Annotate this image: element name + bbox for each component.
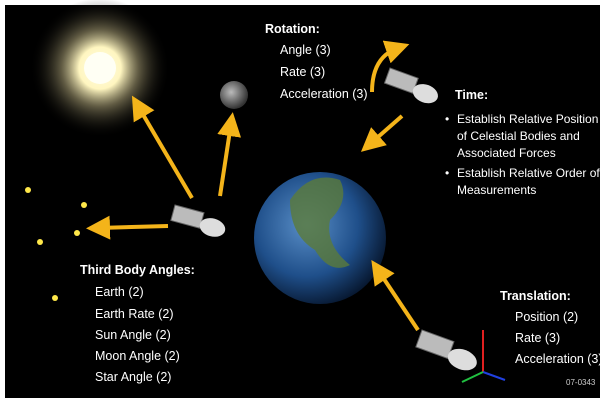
figure-id: 07-0343 (566, 378, 595, 387)
translation-title: Translation: (500, 286, 571, 307)
diagram: Rotation: Angle (3) Rate (3) Acceleratio… (0, 0, 605, 403)
rotation-item: Acceleration (3) (280, 84, 368, 105)
third-body-item: Star Angle (2) (95, 367, 171, 388)
moon (220, 81, 248, 109)
third-body-item: Sun Angle (2) (95, 325, 171, 346)
time-item: Establish Relative Position of Celestial… (445, 111, 605, 162)
rotation-title: Rotation: (265, 19, 320, 40)
time-item: Establish Relative Order of Measurements (445, 165, 605, 199)
third-body-item: Earth (2) (95, 282, 144, 303)
translation-item: Rate (3) (515, 328, 560, 349)
sun-core (84, 52, 116, 84)
translation-item: Position (2) (515, 307, 578, 328)
third-body-item: Earth Rate (2) (95, 304, 174, 325)
time-title: Time: (455, 85, 488, 106)
third-body-title: Third Body Angles: (80, 260, 195, 281)
third-body-item: Moon Angle (2) (95, 346, 180, 367)
rotation-item: Rate (3) (280, 62, 325, 83)
translation-item: Acceleration (3) (515, 349, 603, 370)
rotation-item: Angle (3) (280, 40, 331, 61)
